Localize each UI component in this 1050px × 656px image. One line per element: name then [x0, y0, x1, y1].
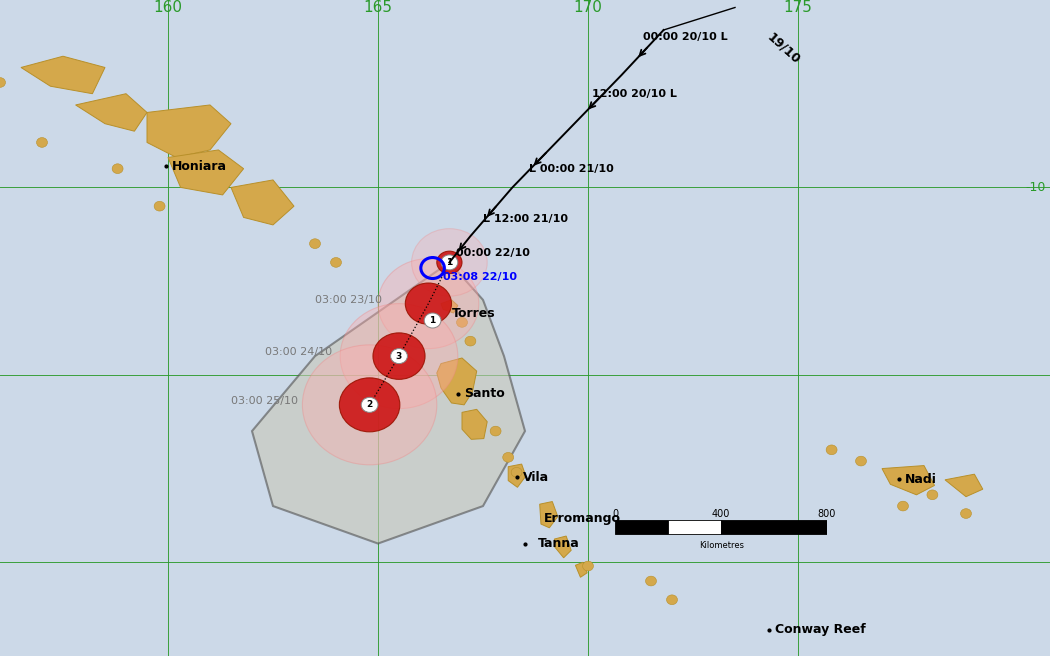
Text: Vila: Vila [523, 471, 549, 483]
Circle shape [37, 138, 47, 148]
Polygon shape [437, 358, 477, 405]
Bar [615, 520, 669, 534]
Polygon shape [945, 474, 983, 497]
Circle shape [331, 258, 341, 267]
Text: -10: -10 [1026, 181, 1046, 194]
Polygon shape [147, 105, 231, 157]
Text: 12:00 20/10 L: 12:00 20/10 L [592, 89, 677, 98]
Text: Honiara: Honiara [172, 159, 227, 173]
Circle shape [112, 164, 123, 174]
Bar [669, 520, 721, 534]
Circle shape [511, 468, 522, 477]
Circle shape [503, 453, 513, 462]
Circle shape [961, 508, 971, 518]
Text: 00:00 22/10: 00:00 22/10 [456, 248, 529, 258]
Circle shape [340, 304, 458, 409]
Polygon shape [554, 536, 571, 558]
Text: Tanna: Tanna [538, 537, 580, 550]
Circle shape [437, 251, 462, 274]
Circle shape [424, 313, 441, 328]
Text: 1: 1 [429, 316, 436, 325]
Circle shape [310, 239, 320, 249]
Circle shape [339, 378, 400, 432]
Text: Conway Reef: Conway Reef [775, 623, 865, 636]
Polygon shape [540, 502, 558, 528]
Polygon shape [508, 464, 526, 487]
Circle shape [465, 337, 476, 346]
Circle shape [667, 595, 677, 605]
Circle shape [361, 398, 378, 413]
Text: Kilometres: Kilometres [698, 541, 743, 550]
Text: 170: 170 [573, 0, 603, 15]
Circle shape [927, 490, 938, 500]
Circle shape [378, 258, 479, 348]
Polygon shape [882, 466, 934, 495]
Text: L 00:00 21/10: L 00:00 21/10 [529, 164, 614, 174]
Text: Santo: Santo [464, 387, 505, 400]
Text: 0: 0 [612, 509, 618, 519]
Polygon shape [441, 300, 458, 313]
Text: Nadi: Nadi [905, 472, 937, 485]
Circle shape [391, 348, 407, 363]
Polygon shape [231, 180, 294, 225]
Circle shape [405, 283, 452, 324]
Text: 2: 2 [366, 400, 373, 409]
Polygon shape [462, 409, 487, 440]
Circle shape [898, 501, 908, 511]
Circle shape [826, 445, 837, 455]
Text: 175: 175 [783, 0, 813, 15]
Text: 1: 1 [446, 258, 453, 267]
Circle shape [646, 576, 656, 586]
Text: 3: 3 [396, 352, 402, 361]
Circle shape [583, 561, 593, 571]
Polygon shape [76, 94, 147, 131]
Text: 19/10: 19/10 [764, 30, 802, 66]
Circle shape [441, 255, 458, 270]
Text: 03:08 22/10: 03:08 22/10 [443, 272, 517, 282]
Circle shape [457, 318, 467, 327]
Bar [721, 520, 827, 534]
Text: 03:00 24/10: 03:00 24/10 [265, 348, 332, 358]
Circle shape [412, 229, 487, 296]
Text: 03:00 25/10: 03:00 25/10 [231, 396, 298, 406]
Text: 800: 800 [818, 509, 836, 519]
Circle shape [490, 426, 501, 436]
Text: 165: 165 [363, 0, 393, 15]
Polygon shape [21, 56, 105, 94]
Circle shape [373, 333, 425, 379]
Circle shape [154, 201, 165, 211]
Text: 00:00 20/10 L: 00:00 20/10 L [643, 33, 728, 43]
Circle shape [302, 345, 437, 465]
Text: 400: 400 [712, 509, 731, 519]
Circle shape [0, 77, 5, 87]
Text: Erromango: Erromango [544, 512, 621, 525]
Polygon shape [252, 262, 525, 544]
Polygon shape [575, 562, 587, 577]
Text: Torres: Torres [452, 306, 496, 319]
Polygon shape [168, 150, 244, 195]
Text: 160: 160 [153, 0, 183, 15]
Circle shape [856, 456, 866, 466]
Text: 03:00 23/10: 03:00 23/10 [315, 295, 382, 305]
Text: L 12:00 21/10: L 12:00 21/10 [483, 215, 568, 224]
